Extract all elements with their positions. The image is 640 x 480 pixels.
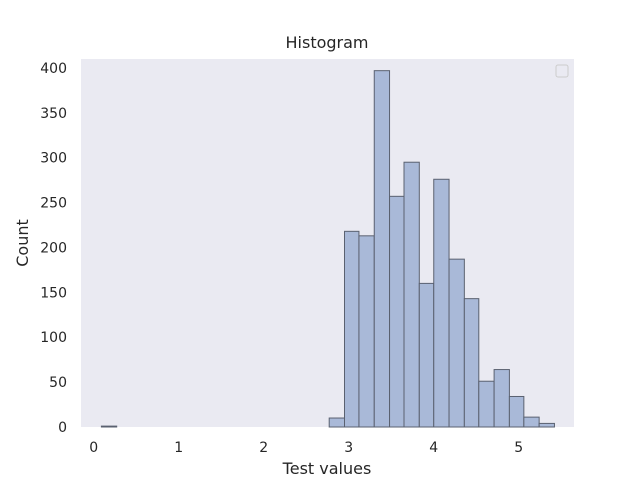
x-axis-label: Test values	[282, 459, 372, 478]
histogram-bar-7	[418, 282, 435, 428]
y-axis-ticks: 0 50 100 150 200 250 300 350 400	[40, 61, 67, 436]
histogram-bar-13	[508, 395, 525, 428]
x-axis-ticks: 0 1 2 3 4 5	[89, 440, 523, 456]
x-tick-label: 5	[514, 440, 523, 456]
x-tick-label: 1	[174, 440, 183, 456]
histogram-bar-11	[478, 380, 495, 428]
histogram-bar-10	[463, 298, 480, 428]
histogram-bar-12	[493, 369, 510, 428]
chart-title: Histogram	[286, 33, 369, 52]
y-tick-label: 400	[40, 61, 67, 77]
histogram-bar-6	[403, 161, 420, 428]
histogram-bar-8	[433, 178, 450, 428]
y-tick-label: 50	[49, 375, 67, 391]
histogram-bar-4	[373, 70, 391, 428]
x-tick-label: 4	[429, 440, 438, 456]
x-tick-label: 3	[344, 440, 353, 456]
plot-area	[81, 59, 574, 427]
y-tick-label: 200	[40, 240, 67, 256]
y-tick-label: 350	[40, 106, 67, 122]
histogram-bar-0	[100, 425, 118, 428]
histogram-bar-9	[448, 258, 465, 428]
histogram-bar-3	[358, 235, 375, 428]
y-tick-label: 0	[58, 420, 67, 436]
histogram-bar-14	[523, 416, 540, 428]
histogram-bar-5	[389, 195, 405, 428]
x-tick-label: 2	[259, 440, 268, 456]
y-tick-label: 150	[40, 285, 67, 301]
histogram-bar-2	[344, 230, 360, 428]
x-tick-label: 0	[89, 440, 98, 456]
y-tick-label: 100	[40, 330, 67, 346]
histogram-bar-15	[538, 422, 555, 428]
histogram-bar-1	[328, 417, 346, 428]
bars-group	[100, 70, 555, 428]
empty-legend	[555, 64, 569, 78]
y-axis-label: Count	[13, 219, 32, 267]
y-tick-label: 250	[40, 196, 67, 212]
y-tick-label: 300	[40, 151, 67, 167]
